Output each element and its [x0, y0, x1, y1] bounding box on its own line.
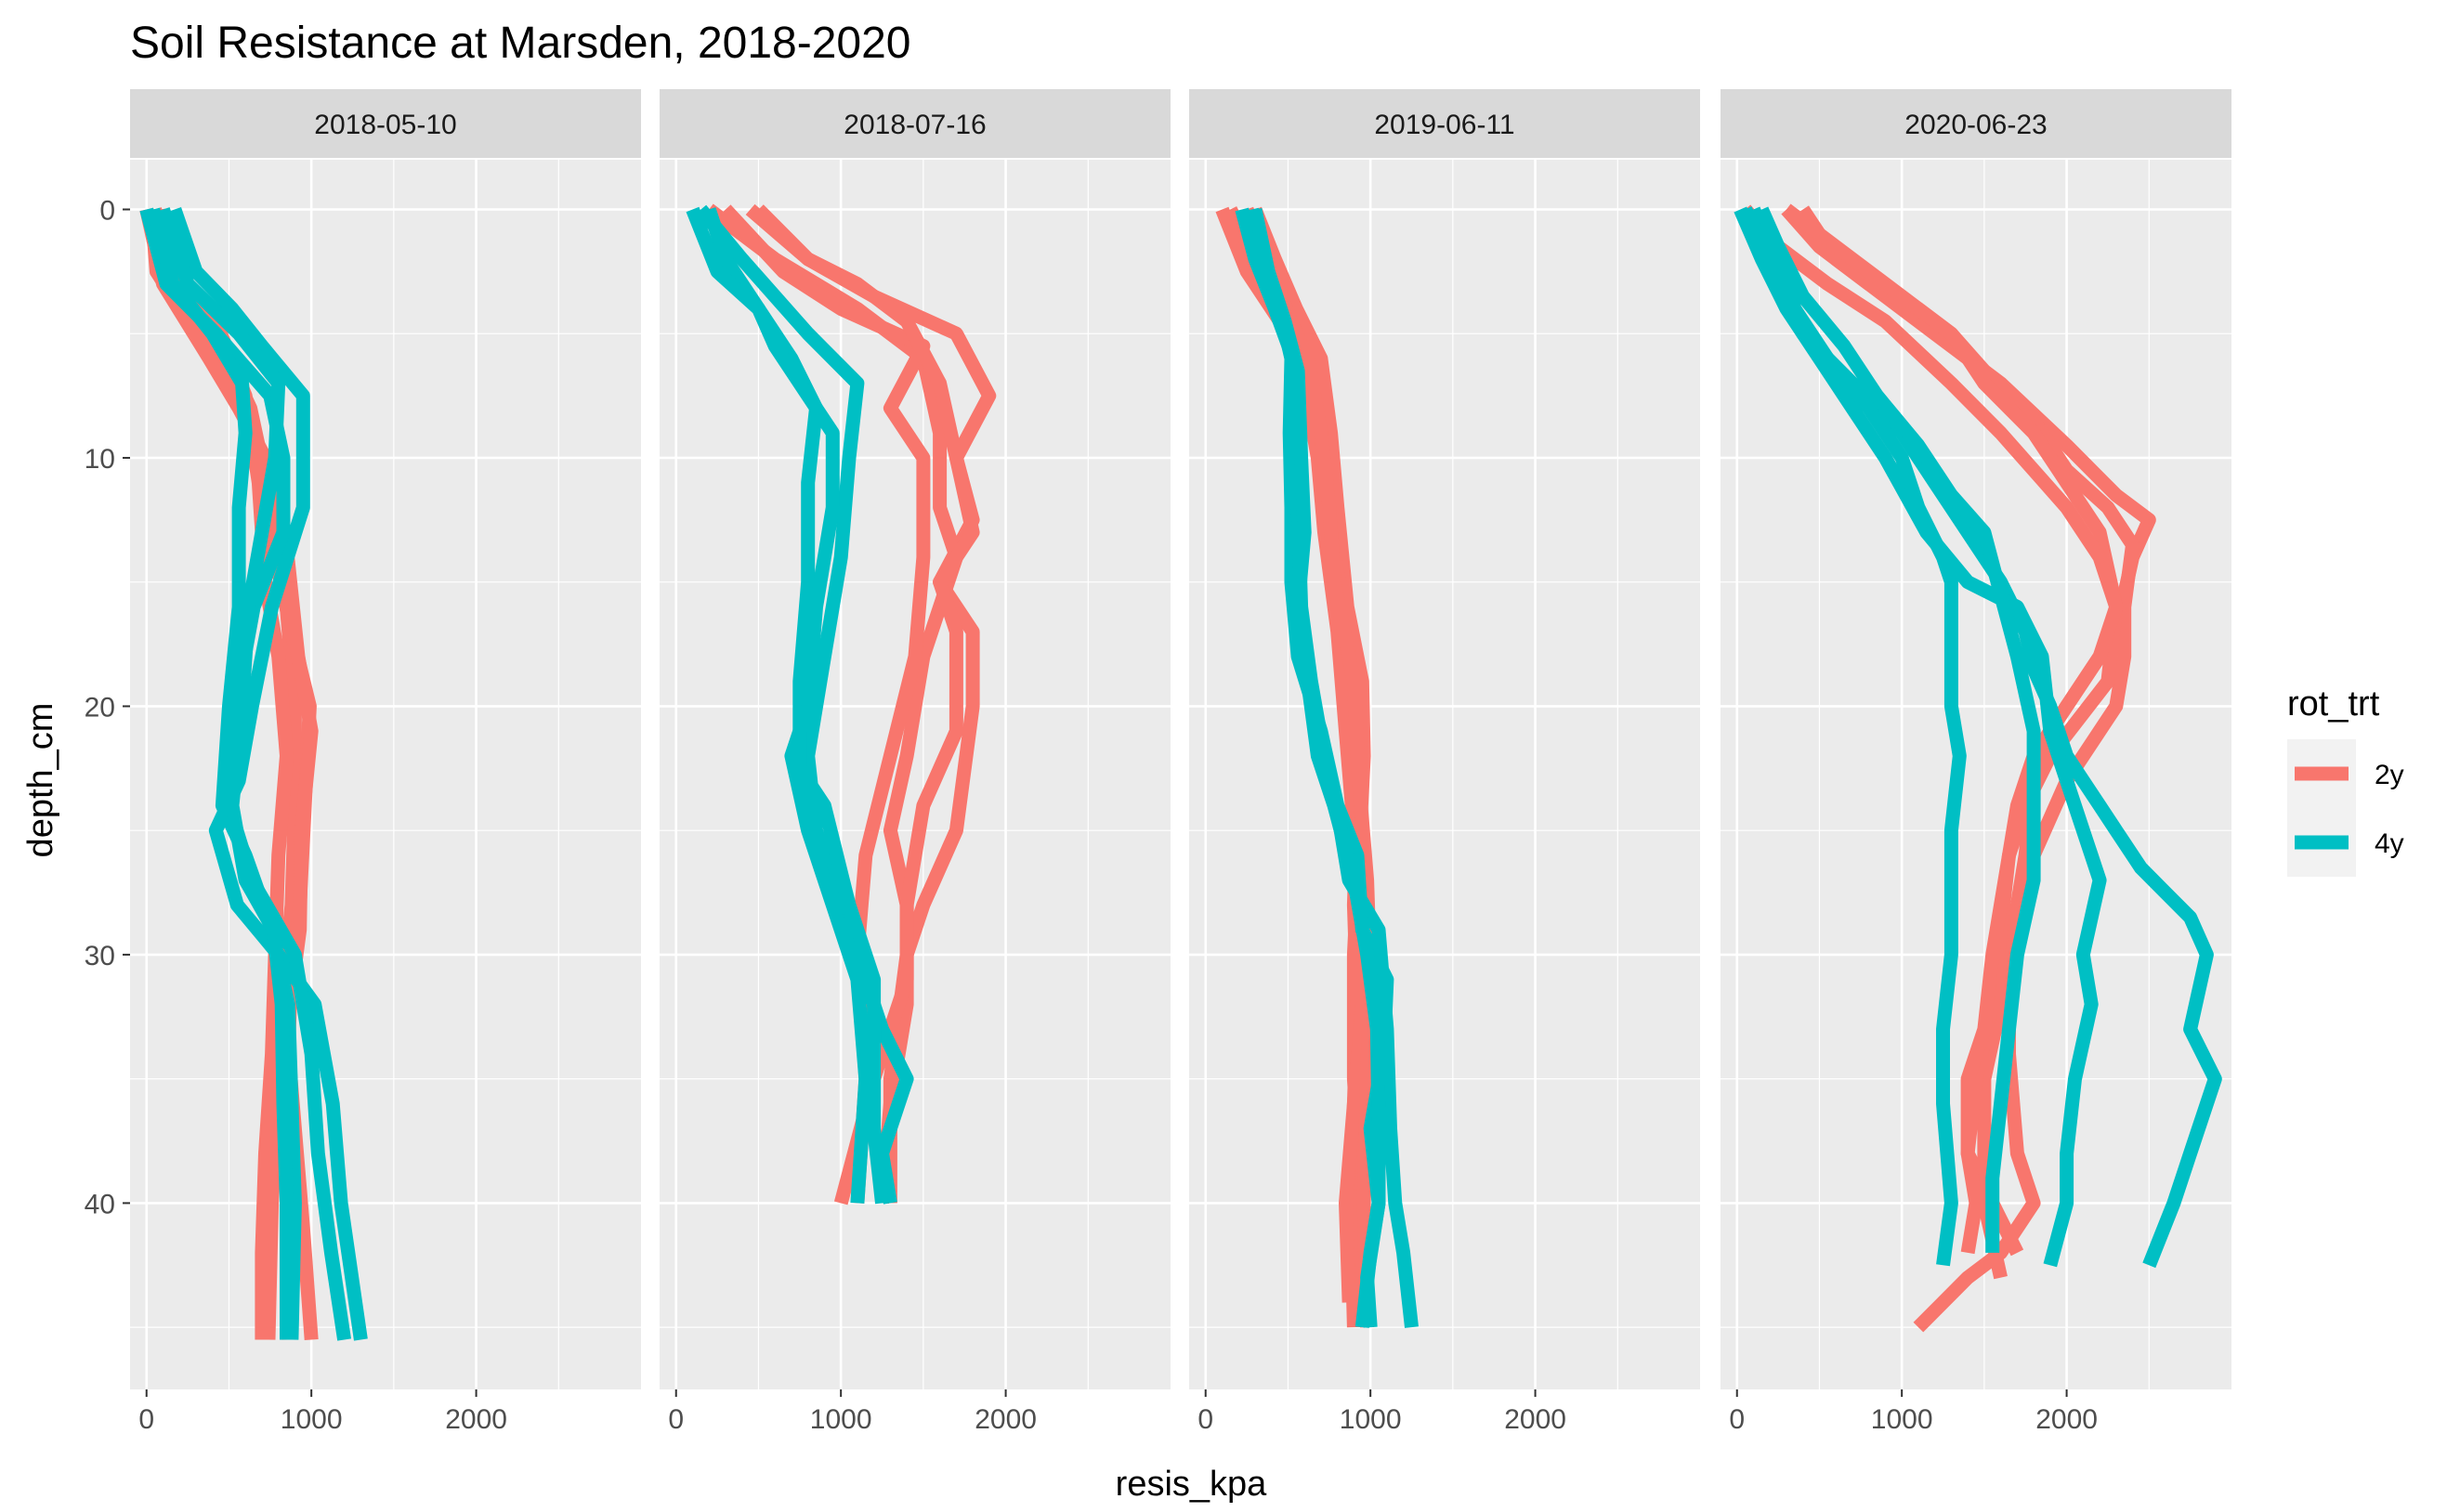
legend-label: 2y	[2375, 760, 2404, 790]
series-line-4y	[1755, 206, 2041, 1253]
chart-title: Soil Resistance at Marsden, 2018-2020	[130, 19, 911, 68]
series-lines	[139, 207, 368, 1341]
series-line-2y	[1782, 203, 2124, 1257]
series-lines	[686, 203, 997, 1206]
facet-strip	[1189, 89, 1700, 158]
facet-strip-label: 2018-07-16	[844, 110, 986, 140]
x-tick-label: 0	[668, 1404, 684, 1435]
x-tick-label: 0	[138, 1404, 154, 1435]
x-tick-label: 0	[1729, 1404, 1745, 1435]
facet-strip	[660, 89, 1171, 158]
legend: rot_trt 2y 4y	[2287, 684, 2404, 877]
facet-panel-2: 2018-07-16	[660, 89, 1171, 1389]
facet-strip	[130, 89, 641, 158]
x-tick-label: 2000	[445, 1404, 507, 1435]
y-tick-label: 40	[85, 1189, 115, 1219]
facet-strip-label: 2018-05-10	[314, 110, 456, 140]
facet-panels: 2018-05-10 2018-07-16 2019-06-11 2020-06-23	[130, 89, 2231, 1389]
x-axis-title: resis_kpa	[1116, 1465, 1267, 1504]
facet-panel-1: 2018-05-10	[130, 89, 641, 1389]
series-lines	[1734, 203, 2222, 1333]
facet-panel-4: 2020-06-23	[1721, 89, 2231, 1389]
facet-panel-3: 2019-06-11	[1189, 89, 1700, 1389]
y-tick-label: 20	[85, 692, 115, 723]
facet-strip	[1721, 89, 2231, 158]
x-tick-label: 2000	[975, 1404, 1037, 1435]
x-tick-label: 1000	[281, 1404, 343, 1435]
series-line-2y	[1739, 204, 2124, 1255]
axes: 0 1000 2000 0 1000 2000 0 1000 2000 0 1000 2000 0 10 2…	[85, 195, 2098, 1435]
series-line-4y	[695, 204, 914, 1205]
x-tick-label: 0	[1197, 1404, 1213, 1435]
facet-strip-label: 2019-06-11	[1374, 110, 1514, 140]
x-tick-label: 1000	[810, 1404, 872, 1435]
series-line-4y	[1734, 206, 2107, 1268]
legend-title: rot_trt	[2287, 684, 2380, 723]
y-tick-label: 10	[85, 444, 115, 475]
series-line-2y	[753, 204, 980, 1206]
series-line-4y	[1738, 206, 1967, 1267]
series-line-4y	[1248, 207, 1386, 1328]
x-tick-label: 2000	[1504, 1404, 1566, 1435]
x-tick-label: 1000	[1340, 1404, 1402, 1435]
series-line-4y	[686, 206, 873, 1204]
facet-strip-label: 2020-06-23	[1904, 110, 2047, 140]
panel-background	[1189, 160, 1700, 1389]
y-axis-title: depth_cm	[21, 703, 60, 858]
series-line-4y	[146, 207, 302, 1340]
x-tick-label: 1000	[1871, 1404, 1933, 1435]
y-tick-label: 0	[99, 195, 115, 226]
x-tick-label: 2000	[2035, 1404, 2098, 1435]
series-line-4y	[167, 207, 368, 1341]
y-tick-label: 30	[85, 941, 115, 971]
series-line-4y	[156, 207, 294, 1340]
legend-label: 4y	[2375, 828, 2404, 859]
series-lines	[1215, 206, 1419, 1328]
